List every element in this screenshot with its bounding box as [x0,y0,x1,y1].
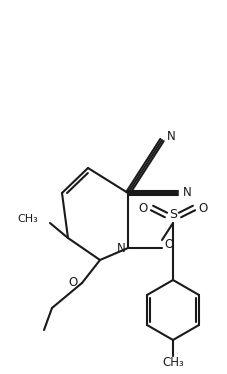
Text: S: S [168,208,176,221]
Text: N: N [117,242,126,255]
Text: O: O [197,202,207,215]
Text: O: O [138,202,147,215]
Text: O: O [69,276,78,288]
Text: N: N [182,187,191,199]
Text: O: O [163,237,173,251]
Text: N: N [166,131,175,144]
Text: CH₃: CH₃ [17,214,38,224]
Text: CH₃: CH₃ [161,356,183,370]
